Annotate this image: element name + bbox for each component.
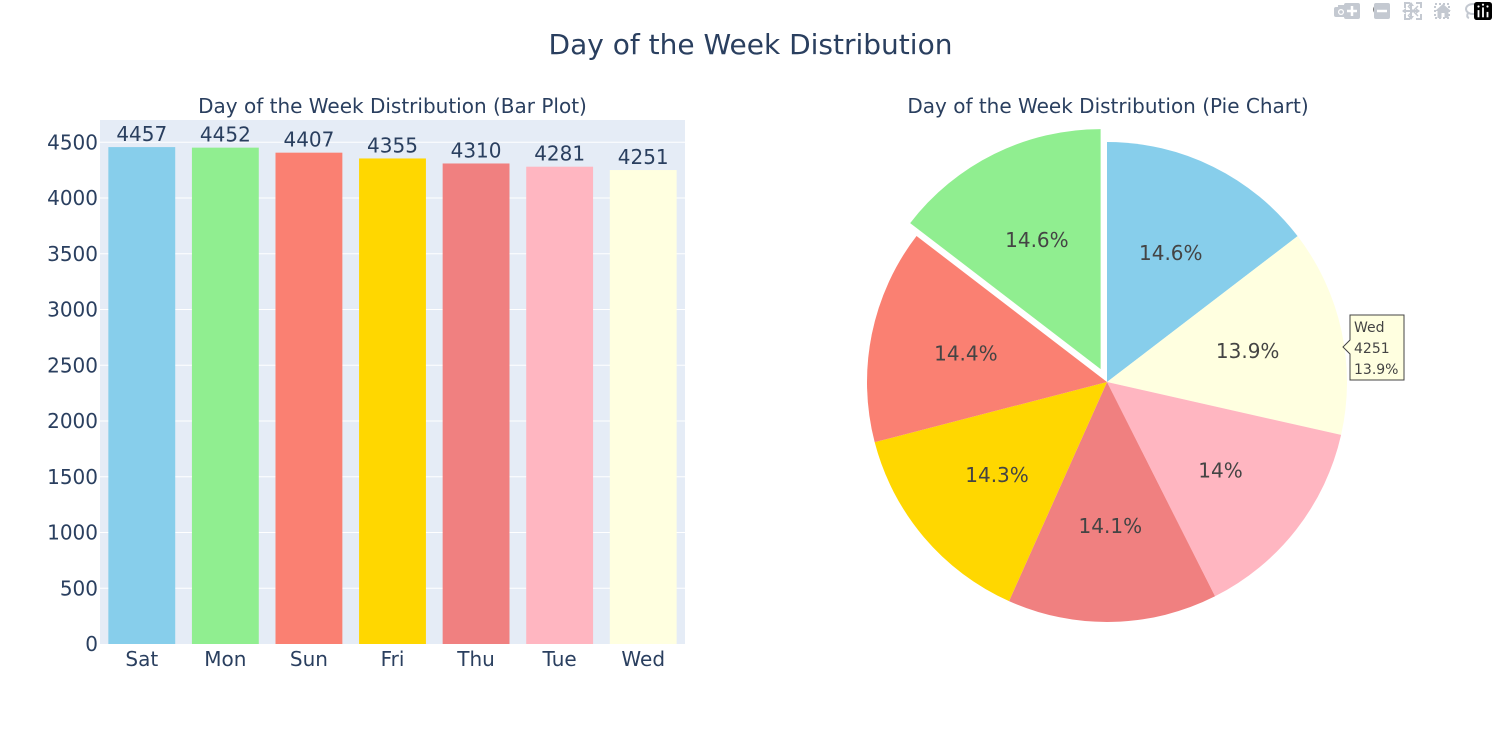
pie-slice-label: 14.6% — [1005, 228, 1069, 252]
x-tick-label: Wed — [621, 647, 665, 671]
tooltip-box — [1342, 314, 1405, 381]
pie-slice-wed — [1107, 236, 1348, 435]
bar-chart: 0 500 1000 1500 2000 2500 3000 3500 4000 4500 4457… — [47, 94, 685, 671]
bar-value-label: 4355 — [367, 133, 418, 157]
pie-slice-label: 14% — [1198, 459, 1242, 483]
autoscale-icon[interactable] — [1403, 2, 1423, 20]
bar-thu — [442, 163, 510, 645]
y-tick-label: 2000 — [47, 409, 98, 433]
pie-slice-mon — [910, 129, 1101, 370]
y-tick-label: 1000 — [47, 521, 98, 545]
y-tick-label: 4000 — [47, 186, 98, 210]
pie-slice-label: 14.4% — [934, 341, 998, 365]
y-tick-label: 2500 — [47, 353, 98, 377]
y-tick-label: 4500 — [47, 130, 98, 154]
bar-wed — [609, 170, 677, 644]
x-tick-label: Thu — [456, 647, 495, 671]
y-tick-label: 1500 — [47, 465, 98, 489]
y-tick-label: 3500 — [47, 242, 98, 266]
bar-chart-title: Day of the Week Distribution (Bar Plot) — [198, 94, 587, 118]
tooltip-percent: 13.9% — [1354, 362, 1398, 378]
x-tick-label: Sat — [125, 647, 158, 671]
plotly-logo-icon[interactable] — [1473, 1, 1493, 21]
x-tick-label: Fri — [381, 647, 405, 671]
pie-slice-thu — [1009, 382, 1216, 623]
bar-tue — [526, 166, 594, 644]
pie-slice-label: 14.1% — [1079, 514, 1143, 538]
pie-chart: 14.6% 13.9% 14% 14.1% 14.3% 14.4% 14.6% Day of … — [867, 94, 1405, 623]
bar-sat — [108, 147, 176, 644]
pie-slice-fri — [874, 382, 1107, 602]
x-tick-label: Sun — [290, 647, 328, 671]
bar-value-label: 4251 — [618, 145, 669, 169]
bar-value-label: 4457 — [116, 122, 167, 146]
chart-main-title: Day of the Week Distribution — [548, 28, 953, 61]
bar-mon — [191, 147, 259, 645]
y-tick-label: 3000 — [47, 298, 98, 322]
bar-fri — [359, 158, 426, 644]
bar-value-label: 4407 — [283, 128, 334, 152]
zoom-out-icon[interactable] — [1372, 2, 1392, 20]
tooltip-label: Wed — [1354, 320, 1385, 336]
bar-sun — [275, 152, 343, 644]
pie-slice-label: 13.9% — [1216, 339, 1280, 363]
hover-tooltip: Wed 4251 13.9% — [1342, 314, 1405, 381]
bar-value-label: 4281 — [534, 142, 585, 166]
y-tick-label: 500 — [60, 576, 98, 600]
pie-chart-title: Day of the Week Distribution (Pie Chart) — [907, 94, 1308, 118]
y-tick-label: 0 — [85, 632, 98, 656]
home-icon[interactable] — [1433, 2, 1453, 20]
pie-slice-label: 14.3% — [965, 463, 1029, 487]
x-tick-label: Mon — [204, 647, 246, 671]
zoom-in-icon[interactable] — [1342, 2, 1362, 20]
x-tick-label: Tue — [542, 647, 577, 671]
pan-icon[interactable] — [1401, 2, 1421, 20]
pie-slice-sat — [1107, 142, 1298, 382]
bar-value-label: 4452 — [200, 123, 251, 147]
bar-value-label: 4310 — [451, 138, 502, 162]
pie-slice-sun — [867, 235, 1107, 443]
pie-slice-tue — [1107, 382, 1342, 597]
tooltip-value: 4251 — [1354, 341, 1390, 357]
pie-slice-label: 14.6% — [1139, 241, 1203, 265]
